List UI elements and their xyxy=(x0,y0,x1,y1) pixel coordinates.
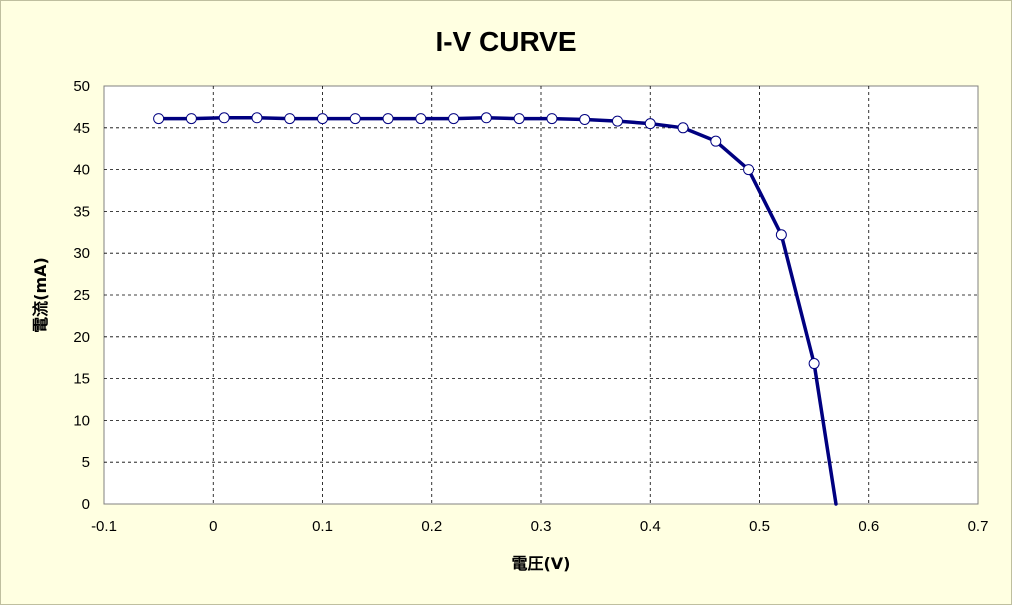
x-tick-label: 0.7 xyxy=(968,518,989,535)
data-point xyxy=(808,358,820,370)
data-point xyxy=(775,229,787,241)
series-layer xyxy=(153,112,838,506)
chart-title: I-V CURVE xyxy=(435,26,576,57)
data-point xyxy=(317,113,328,125)
data-point xyxy=(382,113,394,125)
x-axis-title: 電圧(V) xyxy=(511,554,570,573)
data-point xyxy=(710,135,722,147)
data-point xyxy=(218,112,230,124)
x-tick-label: 0 xyxy=(209,518,217,535)
y-tick-label: 10 xyxy=(73,412,90,429)
y-tick-label: 40 xyxy=(73,162,90,179)
x-tick-label: 0.2 xyxy=(421,518,442,535)
data-point xyxy=(153,113,165,125)
x-tick-label: 0.3 xyxy=(531,518,552,535)
data-point xyxy=(611,115,623,127)
y-tick-label: 30 xyxy=(73,245,90,262)
series-line xyxy=(156,116,838,506)
tick-labels: -0.1 0 0.1 0.2 0.3 0.4 0.5 0.6 0.705101520253035… xyxy=(73,78,988,535)
data-point xyxy=(743,164,755,176)
y-tick-label: 20 xyxy=(73,329,90,346)
data-point xyxy=(349,113,361,125)
y-tick-label: 45 xyxy=(73,120,90,137)
y-tick-label: 5 xyxy=(82,454,90,471)
y-tick-label: 50 xyxy=(73,78,90,95)
x-tick-label: 0.5 xyxy=(749,518,770,535)
x-tick-label: 0.1 xyxy=(312,518,333,535)
data-point xyxy=(480,112,492,124)
data-point xyxy=(251,112,263,124)
data-point xyxy=(546,113,558,125)
x-tick-label: 0.6 xyxy=(858,518,879,535)
data-point xyxy=(448,113,460,125)
data-point xyxy=(284,113,296,125)
grid-lines xyxy=(104,86,978,504)
data-point xyxy=(415,113,427,125)
data-point xyxy=(513,113,525,125)
data-point xyxy=(644,118,656,130)
y-tick-label: 25 xyxy=(73,287,90,304)
y-axis-title: 電流(mA) xyxy=(31,257,50,333)
y-tick-label: 0 xyxy=(82,496,90,513)
x-tick-label: -0.1 xyxy=(91,518,117,535)
data-point xyxy=(185,113,197,125)
data-point xyxy=(677,122,689,134)
y-tick-label: 15 xyxy=(73,371,90,388)
data-point xyxy=(579,113,591,125)
x-tick-label: 0.4 xyxy=(640,518,661,535)
y-tick-label: 35 xyxy=(73,203,90,220)
